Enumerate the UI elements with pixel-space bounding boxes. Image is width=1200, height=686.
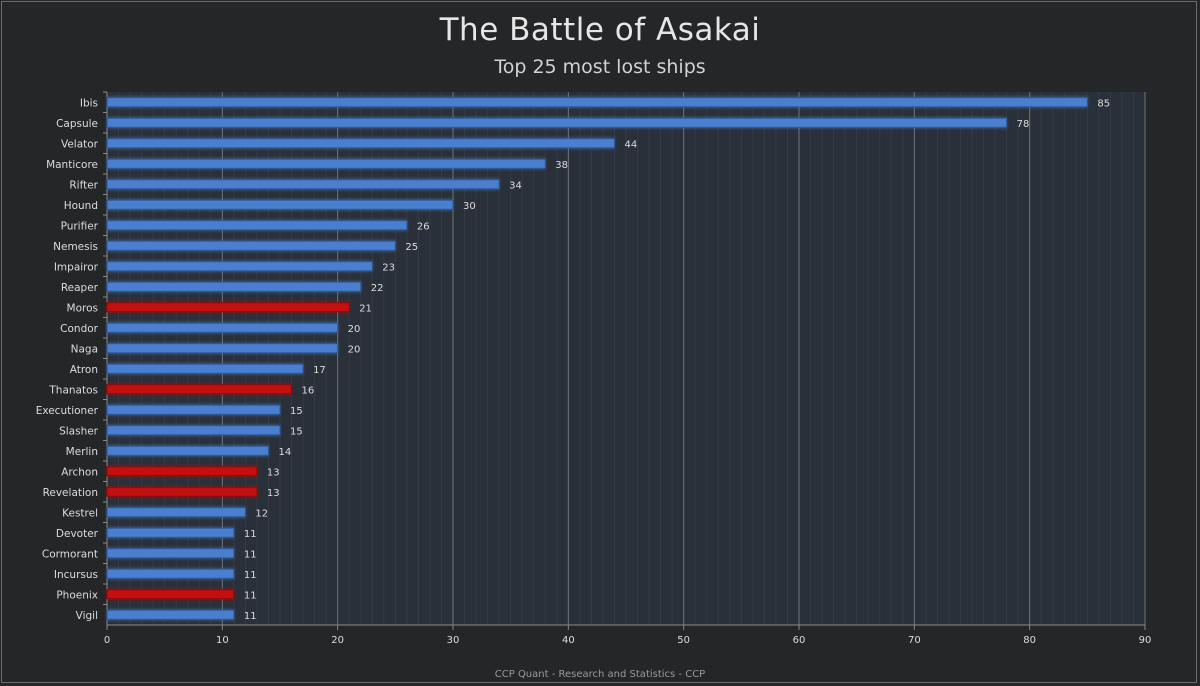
x-tick-label: 90 xyxy=(1139,635,1152,646)
data-label: 20 xyxy=(348,324,361,335)
category-label: Phoenix xyxy=(56,589,98,601)
data-label: 20 xyxy=(348,344,361,355)
data-label: 85 xyxy=(1097,98,1110,109)
x-tick-label: 80 xyxy=(1023,635,1036,646)
category-label: Impairor xyxy=(54,261,99,273)
data-label: 11 xyxy=(244,590,257,601)
bar xyxy=(106,302,350,313)
data-label: 16 xyxy=(302,385,315,396)
data-label: 13 xyxy=(267,467,280,478)
bar xyxy=(106,425,281,436)
bar xyxy=(106,486,258,497)
bar xyxy=(106,363,304,374)
x-tick-label: 0 xyxy=(104,635,110,646)
data-label: 11 xyxy=(244,529,257,540)
data-label: 11 xyxy=(244,611,257,622)
bar xyxy=(106,527,235,538)
bar xyxy=(106,220,408,231)
data-label: 14 xyxy=(278,447,291,458)
bar xyxy=(106,445,269,456)
category-label: Hound xyxy=(64,200,98,212)
category-label: Cormorant xyxy=(42,548,98,560)
data-label: 21 xyxy=(359,303,372,314)
category-label: Devoter xyxy=(56,528,99,540)
bar xyxy=(106,261,373,272)
bar xyxy=(106,138,615,149)
bar xyxy=(106,466,258,477)
category-label: Thanatos xyxy=(48,384,98,396)
category-label: Manticore xyxy=(46,159,98,171)
category-label: Vigil xyxy=(76,610,98,622)
data-label: 17 xyxy=(313,365,326,376)
x-tick-label: 30 xyxy=(447,635,460,646)
chart-subtitle: Top 25 most lost ships xyxy=(494,56,706,78)
category-label: Nemesis xyxy=(53,241,98,253)
bar xyxy=(106,117,1008,128)
x-tick-label: 40 xyxy=(562,635,575,646)
bar xyxy=(106,609,235,620)
category-label: Atron xyxy=(70,364,98,376)
chart-footer: CCP Quant - Research and Statistics - CC… xyxy=(494,669,706,680)
bar xyxy=(106,97,1088,108)
data-label: 78 xyxy=(1017,119,1030,130)
category-label: Naga xyxy=(71,343,98,355)
data-label: 23 xyxy=(382,262,395,273)
data-label: 44 xyxy=(624,139,637,150)
data-label: 13 xyxy=(267,488,280,499)
category-label: Velator xyxy=(61,138,99,150)
bar xyxy=(106,589,235,600)
category-label: Moros xyxy=(67,302,98,314)
x-tick-label: 50 xyxy=(677,635,690,646)
bar xyxy=(106,507,246,518)
category-label: Kestrel xyxy=(62,507,98,519)
x-tick-label: 20 xyxy=(331,635,344,646)
bar xyxy=(106,568,235,579)
data-label: 26 xyxy=(417,221,430,232)
category-label: Merlin xyxy=(66,446,98,458)
chart-title: The Battle of Asakai xyxy=(439,12,761,48)
data-label: 15 xyxy=(290,406,303,417)
bar xyxy=(106,548,235,559)
bar xyxy=(106,199,454,210)
data-label: 30 xyxy=(463,201,476,212)
bar xyxy=(106,343,339,354)
bar xyxy=(106,404,281,415)
x-tick-label: 60 xyxy=(793,635,806,646)
category-label: Rifter xyxy=(69,179,98,191)
category-label: Incursus xyxy=(54,569,98,581)
data-label: 34 xyxy=(509,180,522,191)
category-label: Executioner xyxy=(36,405,99,417)
category-label: Ibis xyxy=(80,97,98,109)
data-label: 15 xyxy=(290,426,303,437)
data-label: 11 xyxy=(244,570,257,581)
bar xyxy=(106,240,396,251)
x-tick-label: 10 xyxy=(216,635,229,646)
category-label: Archon xyxy=(61,466,98,478)
category-label: Purifier xyxy=(61,220,99,232)
data-label: 12 xyxy=(255,508,268,519)
data-label: 25 xyxy=(405,242,418,253)
data-label: 38 xyxy=(555,160,568,171)
data-label: 11 xyxy=(244,549,257,560)
bar xyxy=(106,384,293,395)
category-label: Condor xyxy=(60,323,98,335)
data-label: 22 xyxy=(371,283,384,294)
bar xyxy=(106,158,546,169)
bar xyxy=(106,179,500,190)
category-label: Capsule xyxy=(56,118,98,130)
bar xyxy=(106,281,362,292)
category-label: Slasher xyxy=(59,425,99,437)
category-label: Revelation xyxy=(43,487,98,499)
x-tick-label: 70 xyxy=(908,635,921,646)
bar xyxy=(106,322,339,333)
category-label: Reaper xyxy=(61,282,99,294)
